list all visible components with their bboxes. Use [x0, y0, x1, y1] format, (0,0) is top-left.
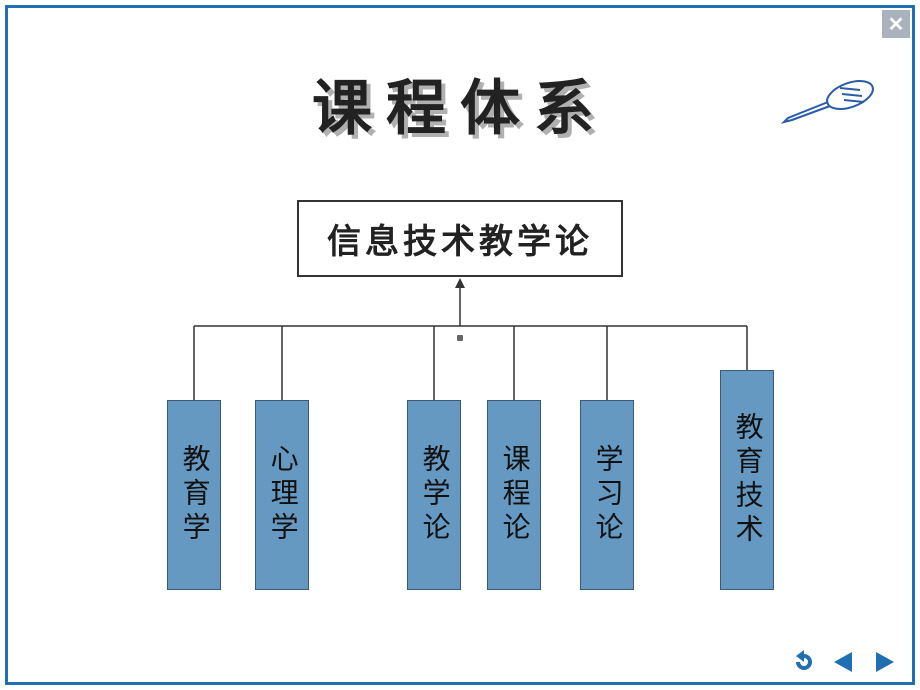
- return-button[interactable]: [788, 648, 820, 676]
- child-node: 课程论: [487, 400, 541, 590]
- child-node: 教学论: [407, 400, 461, 590]
- child-node: 教育学: [167, 400, 221, 590]
- junction-dot: [457, 335, 463, 341]
- root-node: 信息技术教学论: [297, 200, 623, 277]
- next-icon: [870, 650, 898, 674]
- child-node: 学习论: [580, 400, 634, 590]
- return-icon: [790, 650, 818, 674]
- child-node: 教育技术: [720, 370, 774, 590]
- prev-button[interactable]: [828, 648, 860, 676]
- close-icon: ✕: [888, 12, 905, 37]
- child-node: 心理学: [255, 400, 309, 590]
- nav-buttons: [788, 648, 900, 676]
- page-title: 课程体系: [0, 60, 920, 147]
- prev-icon: [830, 650, 858, 674]
- next-button[interactable]: [868, 648, 900, 676]
- close-button[interactable]: ✕: [882, 10, 910, 38]
